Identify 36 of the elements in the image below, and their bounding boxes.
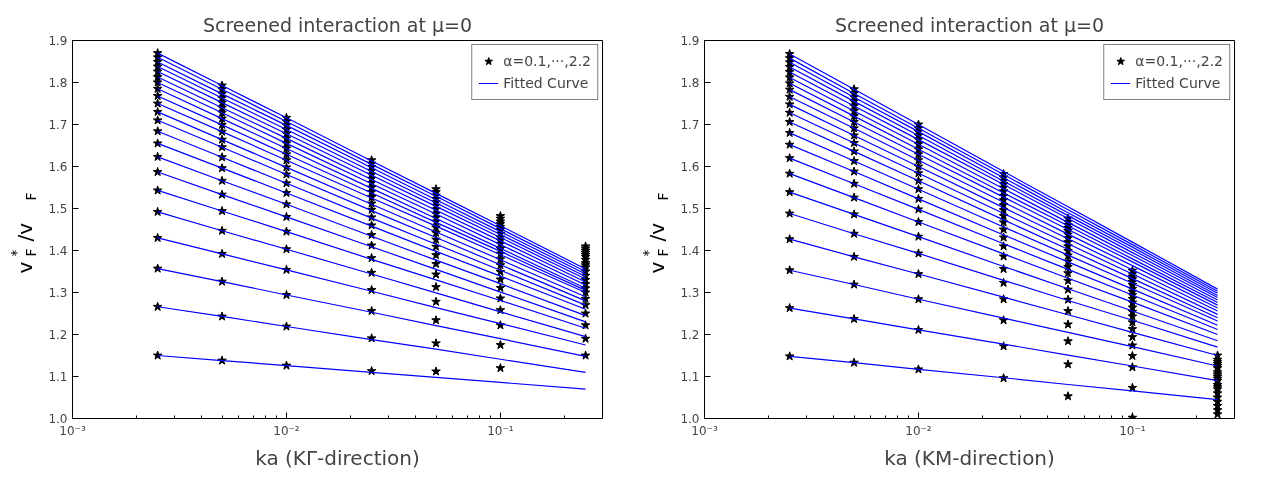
y-axis-title: vF* /vF	[639, 192, 671, 274]
legend-label: Fitted Curve	[1135, 75, 1221, 91]
y-tick-label: 1.6	[48, 160, 68, 174]
legend-label: Fitted Curve	[503, 75, 589, 91]
y-tick-label: 1.5	[680, 202, 700, 216]
y-tick-label: 1.7	[680, 118, 700, 132]
y-tick-label: 1.1	[680, 370, 700, 384]
y-tick-label: 1.7	[48, 118, 68, 132]
y-tick-label: 1.5	[48, 202, 68, 216]
y-tick-label: 1.6	[680, 160, 700, 174]
y-tick-label: 1.8	[680, 76, 700, 90]
legend-label: α=0.1,···,2.2	[503, 53, 591, 69]
x-tick-label: 10⁻³	[691, 423, 718, 438]
y-tick-label: 1.1	[48, 370, 68, 384]
x-axis-title: ka (KM-direction)	[884, 445, 1055, 470]
legend-label: α=0.1,···,2.2	[1135, 53, 1223, 69]
y-tick-label: 1.3	[48, 286, 68, 300]
y-tick-label: 1.3	[680, 286, 700, 300]
x-tick-label: 10⁻¹	[487, 423, 514, 438]
y-axis-title: vF* /vF	[7, 192, 39, 274]
y-tick-label: 1.4	[48, 244, 68, 258]
x-tick-label: 10⁻²	[905, 423, 932, 438]
x-tick-label: 10⁻³	[59, 423, 86, 438]
y-tick-label: 1.4	[680, 244, 700, 258]
chart-title: Screened interaction at μ=0	[202, 13, 473, 36]
x-axis-title: ka (KΓ-direction)	[255, 445, 420, 470]
y-tick-label: 1.0	[680, 412, 700, 426]
x-tick-label: 10⁻¹	[1119, 423, 1146, 438]
y-tick-label: 1.0	[48, 412, 68, 426]
y-tick-label: 1.9	[48, 34, 68, 48]
y-tick-label: 1.2	[48, 328, 68, 342]
x-tick-label: 10⁻²	[273, 423, 300, 438]
y-tick-label: 1.8	[48, 76, 68, 90]
y-tick-label: 1.9	[680, 34, 700, 48]
y-tick-label: 1.2	[680, 328, 700, 342]
chart-title: Screened interaction at μ=0	[834, 13, 1105, 36]
